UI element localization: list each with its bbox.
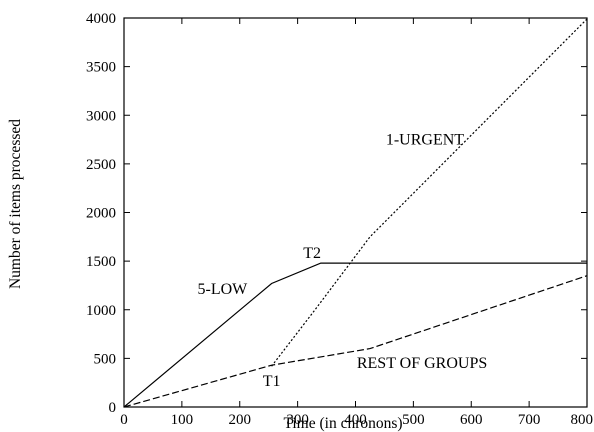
x-tick-label: 600 <box>460 412 483 428</box>
annotation-layer: 5-LOW 1-URGENT T2 T1 REST OF GROUPS <box>198 131 488 390</box>
y-tick-label: 1000 <box>86 303 116 319</box>
axis-ticks <box>123 17 588 408</box>
x-tick-label: 0 <box>120 412 128 428</box>
y-tick-labels: 0 500 1000 1500 2000 2500 3000 3500 4000 <box>86 11 116 416</box>
y-axis-label: Number of items processed <box>7 119 24 289</box>
x-tick-label: 400 <box>344 412 367 428</box>
x-tick-label: 300 <box>286 412 309 428</box>
series-line-rest-of-groups <box>123 275 588 408</box>
y-tick-label: 2000 <box>86 206 116 222</box>
x-tick-label: 200 <box>229 412 252 428</box>
y-tick-label: 4000 <box>86 11 116 27</box>
y-tick-label: 3500 <box>86 60 116 76</box>
y-tick-label: 0 <box>109 400 117 416</box>
series-layer <box>123 18 588 408</box>
series-line-1-urgent <box>271 18 588 367</box>
annotation-rest-of-groups: REST OF GROUPS <box>357 355 487 372</box>
y-tick-label: 500 <box>94 351 117 367</box>
series-line-5-low <box>123 262 587 408</box>
x-axis-label: Time (in chronons) <box>283 415 402 432</box>
x-tick-labels: 0 100 200 300 400 500 600 700 800 <box>120 412 593 428</box>
annotation-1-urgent: 1-URGENT <box>386 131 464 148</box>
y-tick-label: 3000 <box>86 108 116 124</box>
x-tick-label: 500 <box>402 412 425 428</box>
x-tick-label: 700 <box>518 412 541 428</box>
y-tick-label: 2500 <box>86 157 116 173</box>
x-tick-label: 100 <box>171 412 194 428</box>
x-tick-label: 800 <box>571 412 594 428</box>
annotation-t2: T2 <box>303 245 321 262</box>
annotation-t1: T1 <box>263 373 281 390</box>
y-tick-label: 1500 <box>86 254 116 270</box>
annotation-5-low: 5-LOW <box>198 281 249 298</box>
